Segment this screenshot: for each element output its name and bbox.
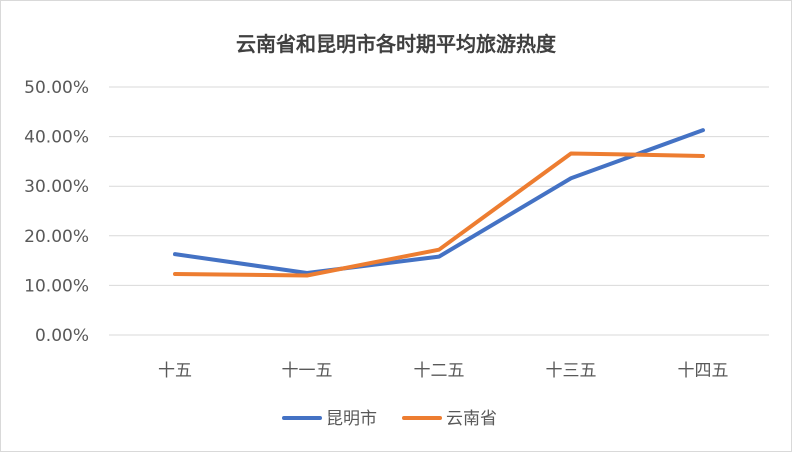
- x-category-label: 十三五: [546, 361, 597, 381]
- x-category-label: 十四五: [678, 361, 729, 381]
- legend: 昆明市 云南省: [282, 409, 497, 429]
- chart-title: 云南省和昆明市各时期平均旅游热度: [236, 32, 557, 56]
- y-tick-label: 10.00%: [24, 276, 89, 296]
- series-lines: [173, 128, 705, 278]
- y-tick-label: 50.00%: [24, 78, 89, 98]
- legend-label: 昆明市: [326, 409, 377, 429]
- y-axis-ticks: 0.00% 10.00% 20.00% 30.00% 40.00% 50.00%: [24, 78, 89, 346]
- x-category-label: 十二五: [414, 361, 465, 381]
- legend-label: 云南省: [446, 409, 497, 429]
- x-category-label: 十一五: [282, 361, 333, 381]
- y-tick-label: 30.00%: [24, 177, 89, 197]
- y-tick-label: 40.00%: [24, 128, 89, 148]
- x-category-label: 十五: [158, 361, 192, 381]
- gridlines: [109, 86, 769, 336]
- x-axis-categories: 十五 十一五 十二五 十三五 十四五: [158, 361, 729, 381]
- series-line-2: [173, 151, 705, 278]
- y-tick-label: 0.00%: [35, 326, 89, 346]
- y-tick-label: 20.00%: [24, 227, 89, 247]
- series-line-1: [173, 128, 705, 275]
